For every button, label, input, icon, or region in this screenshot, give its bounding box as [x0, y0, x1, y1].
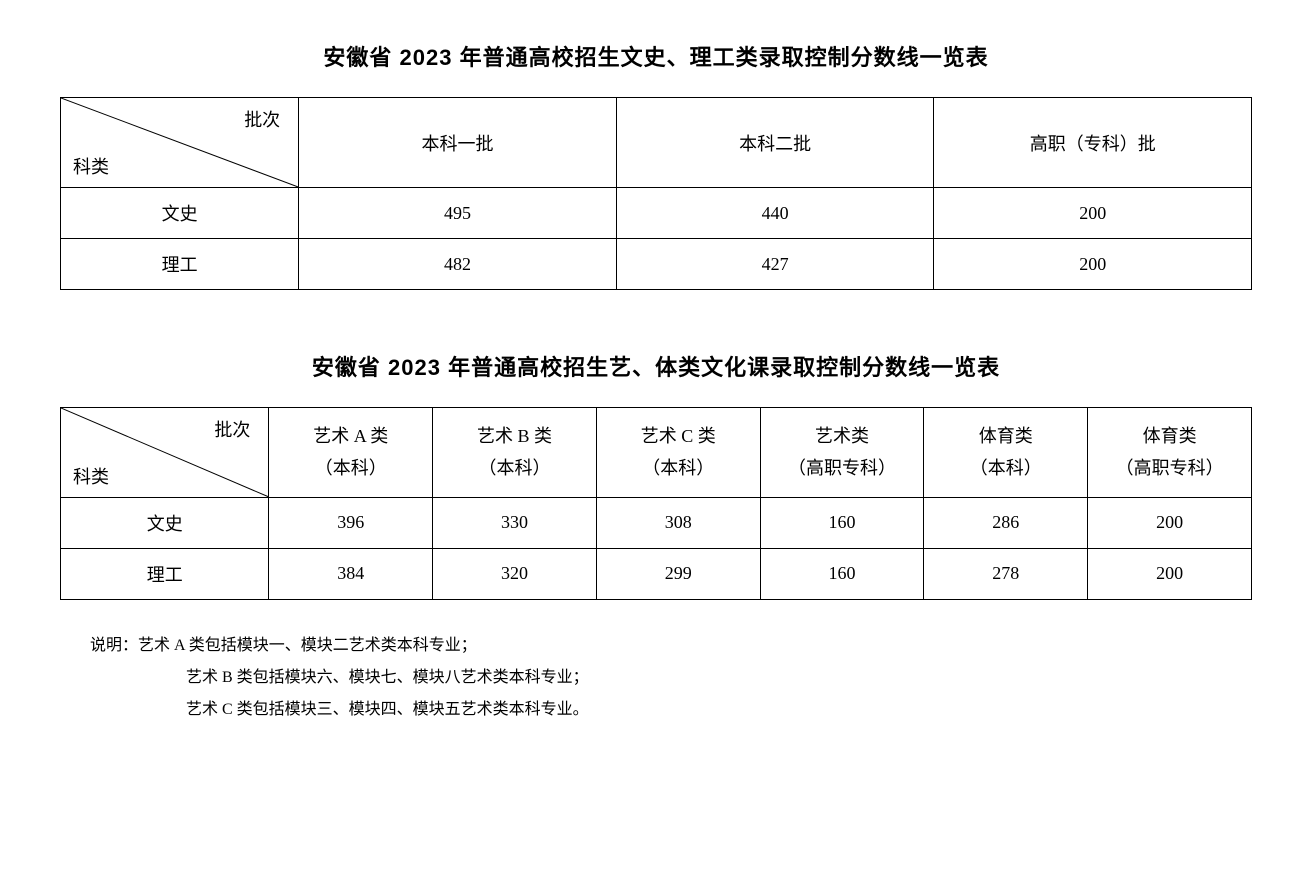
cell-value: 200 [1088, 497, 1252, 548]
table-row: 文史 396 330 308 160 286 200 [61, 497, 1252, 548]
cell-value: 200 [934, 188, 1252, 239]
table1-diagonal-header: 批次 科类 [61, 98, 299, 188]
cell-value: 200 [934, 239, 1252, 290]
cell-value: 278 [924, 548, 1088, 599]
cell-value: 495 [299, 188, 617, 239]
table-row: 理工 482 427 200 [61, 239, 1252, 290]
cell-value: 299 [596, 548, 760, 599]
col-header-line2: （本科） [479, 458, 551, 478]
row-label: 理工 [61, 239, 299, 290]
row-label: 理工 [61, 548, 269, 599]
document-container: 安徽省 2023 年普通高校招生文史、理工类录取控制分数线一览表 批次 科类 本… [60, 40, 1252, 726]
table-row: 理工 384 320 299 160 278 200 [61, 548, 1252, 599]
cell-value: 482 [299, 239, 617, 290]
cell-value: 200 [1088, 548, 1252, 599]
notes-text: 艺术 A 类包括模块一、模块二艺术类本科专业； [138, 637, 477, 654]
col-header-line1: 艺术 C 类 [641, 426, 716, 446]
cell-value: 427 [616, 239, 934, 290]
table2-header-row: 批次 科类 艺术 A 类 （本科） 艺术 B 类 （本科） 艺术 C 类 （本科… [61, 408, 1252, 498]
score-table-1: 批次 科类 本科一批 本科二批 高职（专科）批 文史 495 440 200 理… [60, 97, 1252, 290]
cell-value: 160 [760, 548, 924, 599]
col-header-line2: （本科） [315, 458, 387, 478]
cell-value: 308 [596, 497, 760, 548]
table2-col-header: 艺术 A 类 （本科） [269, 408, 433, 498]
notes-line: 艺术 B 类包括模块六、模块七、模块八艺术类本科专业； [90, 662, 1252, 694]
table2-col-header: 艺术类 （高职专科） [760, 408, 924, 498]
col-header-line1: 体育类 [979, 426, 1033, 446]
cell-value: 384 [269, 548, 433, 599]
col-header-line2: （高职专科） [788, 458, 896, 478]
diag-top-label: 批次 [244, 106, 280, 132]
col-header-line1: 艺术 B 类 [477, 426, 552, 446]
table1-title: 安徽省 2023 年普通高校招生文史、理工类录取控制分数线一览表 [60, 40, 1252, 72]
table2-col-header: 体育类 （本科） [924, 408, 1088, 498]
table2-diagonal-header: 批次 科类 [61, 408, 269, 498]
cell-value: 396 [269, 497, 433, 548]
table1-col-header: 高职（专科）批 [934, 98, 1252, 188]
cell-value: 286 [924, 497, 1088, 548]
notes-line: 艺术 C 类包括模块三、模块四、模块五艺术类本科专业。 [90, 694, 1252, 726]
table2-col-header: 艺术 C 类 （本科） [596, 408, 760, 498]
table1-header-row: 批次 科类 本科一批 本科二批 高职（专科）批 [61, 98, 1252, 188]
diag-top-label: 批次 [214, 416, 250, 442]
notes-section: 说明：艺术 A 类包括模块一、模块二艺术类本科专业； 艺术 B 类包括模块六、模… [60, 630, 1252, 726]
table1-col-header: 本科一批 [299, 98, 617, 188]
table1-col-header: 本科二批 [616, 98, 934, 188]
table-row: 文史 495 440 200 [61, 188, 1252, 239]
cell-value: 160 [760, 497, 924, 548]
table2-col-header: 艺术 B 类 （本科） [433, 408, 597, 498]
notes-line: 说明：艺术 A 类包括模块一、模块二艺术类本科专业； [90, 630, 1252, 662]
col-header-line1: 艺术类 [815, 426, 869, 446]
cell-value: 440 [616, 188, 934, 239]
row-label: 文史 [61, 497, 269, 548]
cell-value: 330 [433, 497, 597, 548]
col-header-line2: （高职专科） [1116, 458, 1224, 478]
notes-prefix: 说明： [90, 637, 138, 654]
cell-value: 320 [433, 548, 597, 599]
col-header-line1: 艺术 A 类 [313, 426, 388, 446]
score-table-2: 批次 科类 艺术 A 类 （本科） 艺术 B 类 （本科） 艺术 C 类 （本科… [60, 407, 1252, 600]
row-label: 文史 [61, 188, 299, 239]
col-header-line2: （本科） [642, 458, 714, 478]
table2-col-header: 体育类 （高职专科） [1088, 408, 1252, 498]
notes-text: 艺术 B 类包括模块六、模块七、模块八艺术类本科专业； [186, 669, 589, 686]
notes-text: 艺术 C 类包括模块三、模块四、模块五艺术类本科专业。 [186, 701, 589, 718]
col-header-line1: 体育类 [1143, 426, 1197, 446]
col-header-line2: （本科） [970, 458, 1042, 478]
diag-bottom-label: 科类 [73, 463, 109, 489]
diag-bottom-label: 科类 [73, 153, 109, 179]
table2-title: 安徽省 2023 年普通高校招生艺、体类文化课录取控制分数线一览表 [60, 350, 1252, 382]
